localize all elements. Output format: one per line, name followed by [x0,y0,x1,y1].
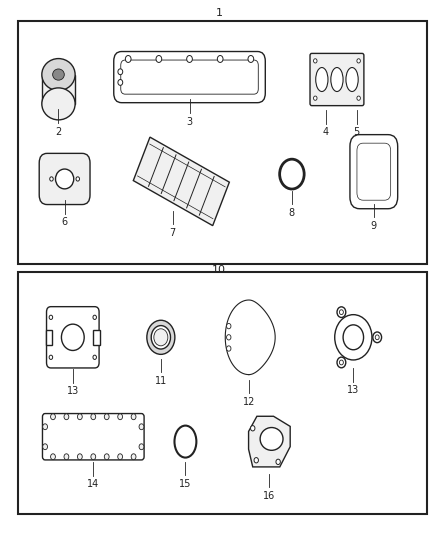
Ellipse shape [276,459,280,464]
Ellipse shape [373,332,381,343]
Bar [42,75,75,104]
Text: 13: 13 [67,386,79,397]
Ellipse shape [174,425,196,457]
FancyBboxPatch shape [357,143,391,200]
Text: 8: 8 [289,208,295,218]
Text: 4: 4 [323,127,329,138]
Ellipse shape [93,355,96,359]
Bar [46,330,52,345]
Bar [18,21,427,264]
Text: 6: 6 [62,217,68,228]
Ellipse shape [251,425,255,431]
Ellipse shape [331,68,343,92]
Ellipse shape [316,68,328,92]
FancyBboxPatch shape [46,306,99,368]
Ellipse shape [226,346,231,351]
Ellipse shape [104,454,109,459]
Ellipse shape [339,310,343,314]
Ellipse shape [78,454,82,459]
Ellipse shape [91,414,95,419]
Text: 3: 3 [187,117,193,126]
Bar [93,330,100,345]
Ellipse shape [314,96,317,100]
Ellipse shape [357,96,360,100]
Text: 2: 2 [55,126,62,136]
Ellipse shape [104,414,109,419]
Ellipse shape [260,427,283,450]
Ellipse shape [187,55,192,62]
Ellipse shape [64,454,69,459]
Ellipse shape [42,59,75,91]
Ellipse shape [61,324,84,351]
FancyBboxPatch shape [121,60,258,94]
Ellipse shape [93,315,96,319]
Ellipse shape [346,68,358,92]
Ellipse shape [78,414,82,419]
Ellipse shape [337,357,346,368]
Polygon shape [133,137,230,225]
Text: 11: 11 [155,376,167,386]
Ellipse shape [49,355,53,359]
Ellipse shape [50,454,55,459]
Text: 5: 5 [353,127,360,138]
Ellipse shape [118,454,123,459]
Ellipse shape [217,55,223,62]
Ellipse shape [357,59,360,63]
Ellipse shape [50,177,53,181]
Ellipse shape [335,314,372,360]
Ellipse shape [154,329,168,346]
Ellipse shape [248,55,254,62]
FancyBboxPatch shape [310,53,364,106]
Ellipse shape [91,454,95,459]
Ellipse shape [151,326,170,349]
Ellipse shape [131,414,136,419]
Text: 7: 7 [170,228,176,238]
Text: 15: 15 [179,479,191,489]
Ellipse shape [125,55,131,62]
Ellipse shape [139,444,144,450]
Ellipse shape [156,55,162,62]
Text: 13: 13 [347,385,360,395]
Ellipse shape [118,414,123,419]
Ellipse shape [147,320,175,354]
Text: 12: 12 [243,397,255,407]
Ellipse shape [118,79,123,85]
Ellipse shape [131,454,136,459]
Ellipse shape [64,414,69,419]
Ellipse shape [118,69,123,75]
Ellipse shape [254,457,258,463]
FancyBboxPatch shape [114,52,265,103]
FancyBboxPatch shape [350,135,398,209]
Ellipse shape [42,424,47,430]
Text: 10: 10 [212,265,226,275]
Ellipse shape [339,360,343,365]
Ellipse shape [226,335,231,340]
Text: 1: 1 [215,9,223,18]
Ellipse shape [226,324,231,329]
FancyBboxPatch shape [42,414,144,460]
Ellipse shape [42,88,75,120]
Ellipse shape [50,414,55,419]
Ellipse shape [56,169,74,189]
Ellipse shape [139,424,144,430]
Ellipse shape [337,307,346,318]
Ellipse shape [279,159,304,189]
Ellipse shape [76,177,80,181]
Ellipse shape [375,335,379,340]
Ellipse shape [343,325,364,350]
Text: 14: 14 [87,479,99,489]
FancyBboxPatch shape [39,154,90,205]
Text: 16: 16 [263,490,276,500]
Ellipse shape [314,59,317,63]
Polygon shape [249,416,290,467]
Ellipse shape [49,315,53,319]
Text: 9: 9 [371,221,377,231]
Ellipse shape [53,69,64,80]
Bar [18,272,427,514]
Ellipse shape [42,444,47,450]
